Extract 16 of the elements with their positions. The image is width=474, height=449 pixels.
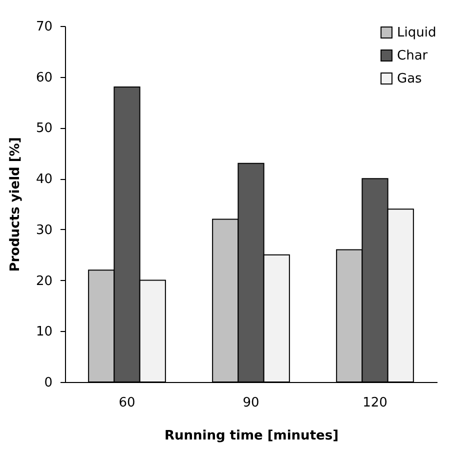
x-tick-label: 60 <box>118 396 136 410</box>
y-tick-label: 60 <box>36 70 52 86</box>
x-axis-title: Running time [minutes] <box>164 428 339 444</box>
x-tick-label: 90 <box>242 396 260 410</box>
legend-label: Liquid <box>397 26 436 40</box>
legend-label: Char <box>397 48 428 64</box>
y-tick-label: 20 <box>36 274 52 289</box>
y-tick-label: 40 <box>36 172 52 188</box>
legend-label: Gas <box>397 72 422 86</box>
y-tick-label: 0 <box>44 376 52 390</box>
x-tick-label: 120 <box>362 396 388 410</box>
y-tick-label: 50 <box>36 121 52 136</box>
y-tick-label: 30 <box>36 222 52 238</box>
y-tick-label: 10 <box>36 324 52 340</box>
y-axis-title: Products yield [%] <box>8 137 23 272</box>
y-tick-label: 70 <box>36 20 52 34</box>
